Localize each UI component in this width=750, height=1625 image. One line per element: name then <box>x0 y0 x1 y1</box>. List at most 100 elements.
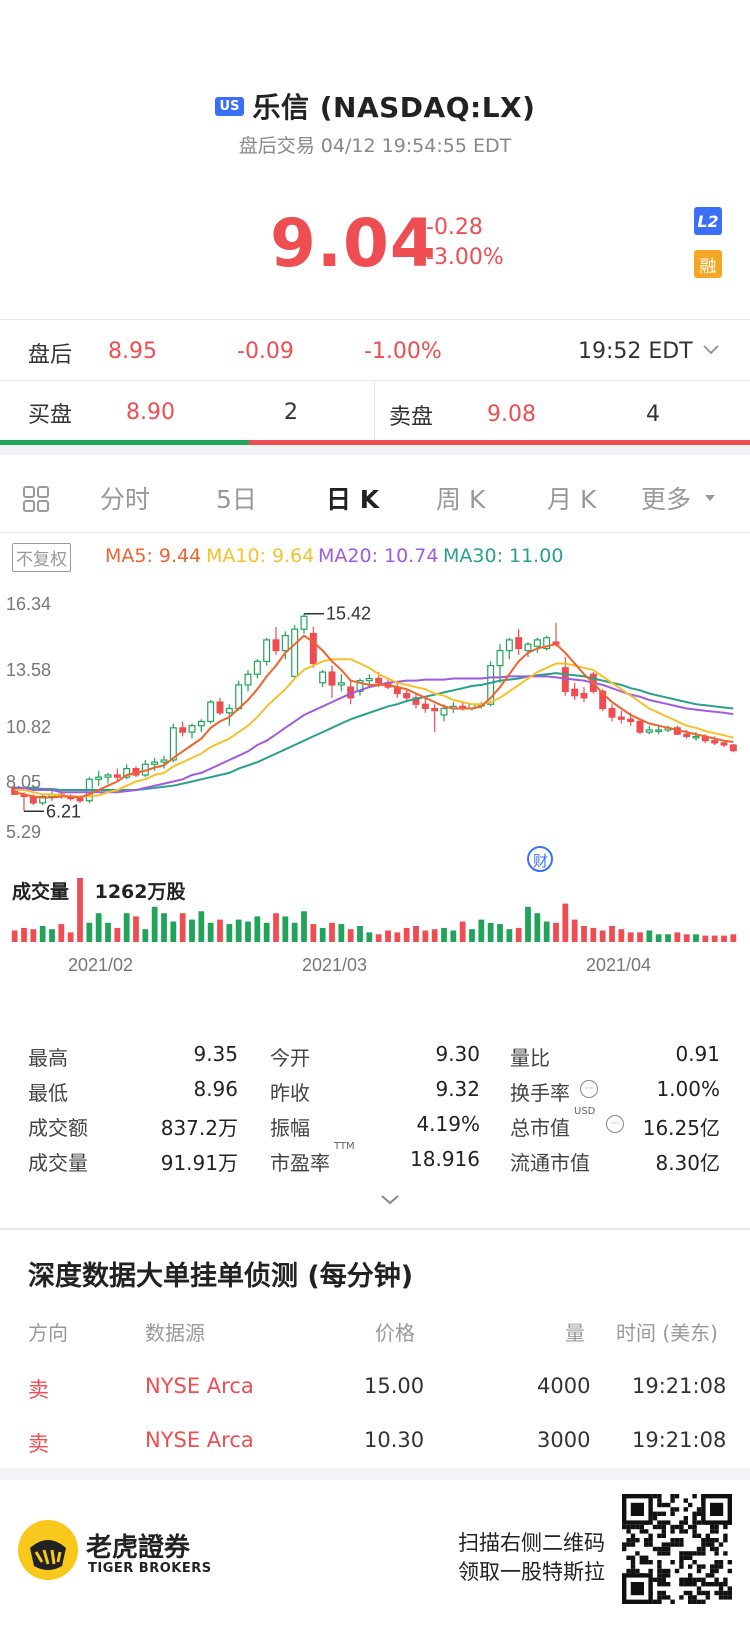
volume-bar <box>207 922 214 942</box>
candle-up <box>197 720 205 727</box>
x-axis-tick-label: 2021/04 <box>586 955 651 975</box>
y-axis-tick-label: 13.58 <box>6 660 51 680</box>
min-marker-label: 6.21 <box>46 801 81 821</box>
volume-bar <box>123 913 130 942</box>
ma10-line <box>14 658 734 798</box>
row-source: NYSE Arca <box>145 1428 254 1452</box>
candle-down <box>328 671 336 686</box>
stat-label: 换手率 <box>510 1081 570 1105</box>
candle-up <box>319 671 327 684</box>
volume-bar <box>431 929 438 942</box>
volume-bar <box>151 906 158 942</box>
volume-bar <box>235 919 242 942</box>
candle-up <box>244 673 252 686</box>
stat-label: 成交量 <box>28 1151 88 1175</box>
candle-down <box>515 637 523 650</box>
row-side: 卖 <box>28 1378 49 1402</box>
tab-more[interactable]: 更多 <box>641 485 692 514</box>
ma20-label: MA20: 10.74 <box>318 545 439 567</box>
candle-down <box>608 707 616 718</box>
volume-bar <box>105 922 111 942</box>
candle-up <box>235 684 243 710</box>
row-price: 15.00 <box>364 1374 425 1398</box>
grid-icon[interactable] <box>22 485 50 513</box>
after-hours-change: -0.09 <box>237 339 294 364</box>
candle-up <box>123 767 131 778</box>
stock-title: 乐信 (NASDAQ:LX) <box>252 91 536 124</box>
tab-monthly-k[interactable]: 月 K <box>547 485 597 514</box>
volume-bar <box>721 935 727 942</box>
volume-bar <box>21 927 27 942</box>
stat-superscript: TTM <box>334 1141 355 1152</box>
volume-bar <box>263 922 270 942</box>
tab-weekly-k[interactable]: 周 K <box>436 485 486 514</box>
candle-down <box>179 727 187 733</box>
row-price: 10.30 <box>364 1428 425 1452</box>
volume-bar <box>627 932 634 942</box>
price-change-pct: -3.00% <box>426 245 504 270</box>
tab-daily-k[interactable]: 日 K <box>326 485 380 514</box>
volume-bar <box>366 932 373 942</box>
ask-label: 卖盘 <box>389 405 434 430</box>
stat-superscript: USD <box>574 1106 596 1117</box>
candle-up <box>645 729 653 733</box>
volume-bar <box>646 930 653 942</box>
volume-bar <box>413 926 419 942</box>
header-source: 数据源 <box>145 1321 205 1345</box>
section-gap <box>0 1468 750 1480</box>
ma30-label: MA30: 11.00 <box>443 545 564 567</box>
brand-name-en: TIGER BROKERS <box>88 1561 212 1576</box>
row-source: NYSE Arca <box>145 1374 254 1398</box>
candle-down <box>431 707 439 712</box>
stat-value: 8.96 <box>193 1077 238 1101</box>
finance-event-glyph: 财 <box>533 852 548 870</box>
candle-down <box>617 716 625 720</box>
stat-label: 今开 <box>270 1046 310 1070</box>
tab-intraday[interactable]: 分时 <box>100 485 151 514</box>
brand-name-cn: 老虎證券 <box>86 1533 191 1563</box>
price-change: -0.28 <box>426 215 483 240</box>
stat-label: 最低 <box>28 1081 68 1105</box>
candle-down <box>309 632 317 665</box>
stat-value: 91.91万 <box>160 1151 238 1175</box>
last-price: 9.04 <box>270 205 437 282</box>
more-info-icon[interactable]: ··· <box>606 1115 624 1133</box>
max-marker-label: 15.42 <box>326 604 371 624</box>
candle-up <box>337 682 345 686</box>
volume-bar <box>319 927 326 942</box>
row-volume: 4000 <box>537 1374 591 1398</box>
volume-bar <box>291 922 298 942</box>
stat-label: 成交额 <box>28 1116 88 1140</box>
more-info-icon[interactable]: ··· <box>580 1080 598 1098</box>
volume-bar <box>30 929 37 942</box>
margin-badge[interactable]: 融 <box>694 250 722 278</box>
tab-5day[interactable]: 5日 <box>216 485 257 514</box>
after-hours-change-pct: -1.00% <box>364 339 442 364</box>
adjust-toggle[interactable]: 不复权 <box>12 543 71 572</box>
trading-status: 盘后交易 04/12 19:54:55 EDT <box>238 135 512 157</box>
volume-bar <box>217 919 223 942</box>
chevron-down-icon[interactable] <box>380 1194 400 1206</box>
header-volume: 量 <box>565 1321 585 1345</box>
candle-up <box>655 729 663 733</box>
section-gap <box>0 445 750 455</box>
candle-down <box>720 742 728 746</box>
volume-bar <box>77 878 83 942</box>
chevron-down-icon[interactable] <box>702 344 720 356</box>
candle-up <box>356 680 364 692</box>
after-hours-price: 8.95 <box>108 339 157 364</box>
volume-bar <box>338 924 345 942</box>
volume-bar <box>543 921 550 942</box>
level2-badge[interactable]: L2 <box>694 207 722 235</box>
volume-bar <box>385 930 391 942</box>
divider <box>0 319 750 320</box>
volume-bar <box>142 929 149 942</box>
stat-value: 1.00% <box>656 1077 720 1101</box>
header-direction: 方向 <box>28 1321 68 1345</box>
stat-value: 9.30 <box>435 1042 480 1066</box>
qr-code <box>622 1494 732 1604</box>
volume-bar <box>86 922 93 942</box>
depth-section-title: 深度数据大单挂单侦测 (每分钟) <box>28 1261 414 1292</box>
promo-line-1: 扫描右侧二维码 <box>458 1531 605 1555</box>
